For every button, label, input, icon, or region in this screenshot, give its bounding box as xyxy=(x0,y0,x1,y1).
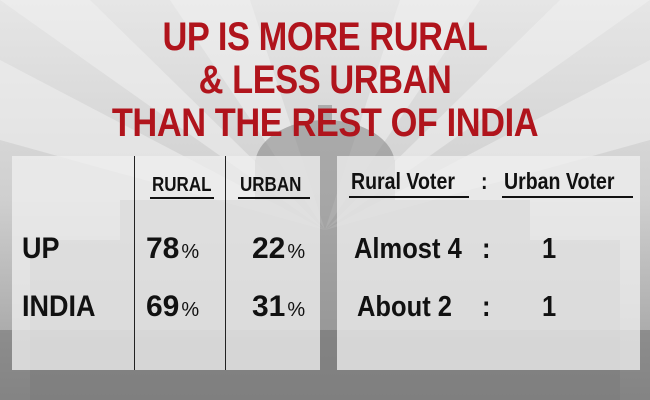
headline: UP IS MORE RURAL & LESS URBAN THAN THE R… xyxy=(46,16,605,145)
column-divider xyxy=(225,156,226,370)
header-underline xyxy=(238,197,310,199)
cell-up-rural: 78% xyxy=(146,232,200,265)
header-underline xyxy=(502,196,633,198)
column-divider xyxy=(134,156,135,370)
cell-up-urban: 22% xyxy=(252,232,306,265)
header-urban-voter: Urban Voter xyxy=(504,168,615,194)
header-urban: URBAN xyxy=(240,174,302,196)
ratio-india-urban: 1 xyxy=(542,291,557,323)
headline-line-1: UP IS MORE RURAL xyxy=(162,15,488,59)
cell-india-urban: 31% xyxy=(252,290,306,323)
ratio-india-separator: : xyxy=(482,291,491,323)
header-underline xyxy=(150,197,214,199)
header-separator: : xyxy=(481,168,488,194)
ratio-india-rural: About 2 xyxy=(357,291,452,323)
voter-ratio-panel: Rural Voter : Urban Voter Almost 4 : 1 A… xyxy=(337,156,640,370)
row-label-india: INDIA xyxy=(22,290,96,323)
population-share-panel: RURAL URBAN UP 78% 22% INDIA 69% 31% xyxy=(12,156,320,370)
header-rural: RURAL xyxy=(152,174,212,196)
header-underline xyxy=(349,196,469,198)
ratio-up-separator: : xyxy=(482,233,491,265)
header-rural-voter: Rural Voter xyxy=(351,168,455,194)
headline-line-2: & LESS URBAN xyxy=(198,58,452,102)
row-label-up: UP xyxy=(22,232,60,265)
headline-line-3: THAN THE REST OF INDIA xyxy=(111,101,539,145)
cell-india-rural: 69% xyxy=(146,290,200,323)
ratio-up-rural: Almost 4 xyxy=(354,233,462,265)
ratio-up-urban: 1 xyxy=(542,233,557,265)
